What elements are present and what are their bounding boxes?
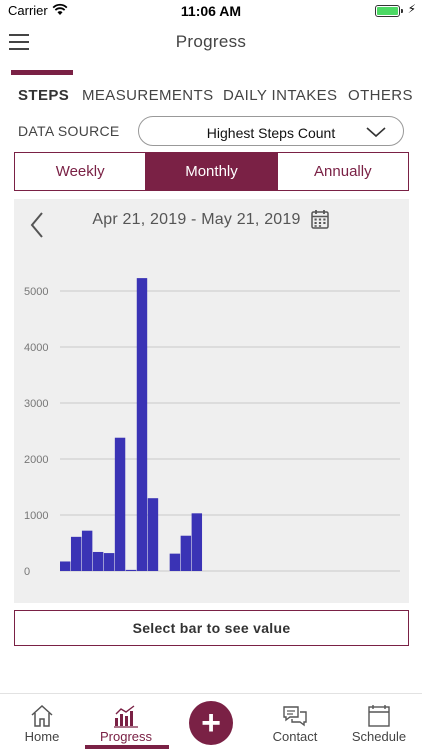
y-tick-label: 3000 xyxy=(24,398,48,410)
bar-chart-icon xyxy=(114,705,138,728)
segment-monthly[interactable]: Monthly xyxy=(146,153,278,190)
add-button[interactable]: + xyxy=(189,701,233,745)
chart-bar[interactable] xyxy=(81,530,93,571)
tab-measurements[interactable]: MEASUREMENTS xyxy=(82,87,214,104)
tabbar-contact[interactable]: Contact xyxy=(255,694,335,750)
tabbar-schedule-label: Schedule xyxy=(351,729,407,744)
data-source-dropdown[interactable]: Highest Steps Count xyxy=(138,116,404,146)
nav-bar: Progress xyxy=(0,22,422,66)
status-bar: Carrier 11:06 AM ⚡ xyxy=(0,0,422,22)
y-tick-label: 4000 xyxy=(24,342,48,354)
chart-bar[interactable] xyxy=(136,278,148,571)
steps-bar-chart: 0 1000 2000 3000 4000 5000 xyxy=(24,278,400,578)
active-tab-indicator xyxy=(11,70,73,75)
chart-bar[interactable] xyxy=(114,437,126,571)
y-tick-label: 1000 xyxy=(24,510,48,522)
y-tick-label: 5000 xyxy=(24,286,48,298)
tab-others[interactable]: OTHERS xyxy=(348,87,413,104)
y-tick-label: 0 xyxy=(24,566,30,578)
data-source-value: Highest Steps Count xyxy=(206,125,336,141)
tabbar-progress-label: Progress xyxy=(99,729,153,744)
plus-icon: + xyxy=(201,704,221,742)
tabbar-contact-label: Contact xyxy=(272,729,318,744)
period-segmented-control: Weekly Monthly Annually xyxy=(14,152,409,191)
schedule-icon xyxy=(368,705,390,727)
segment-annually[interactable]: Annually xyxy=(314,163,372,180)
battery-tip xyxy=(401,9,403,13)
selected-bar-value-box: Select bar to see value xyxy=(14,610,409,646)
tab-steps[interactable]: STEPS xyxy=(18,87,70,104)
charging-icon: ⚡ xyxy=(407,2,416,16)
menu-icon[interactable] xyxy=(9,34,29,50)
category-tabs: STEPS MEASUREMENTS DAILY INTAKES OTHERS xyxy=(0,70,422,114)
chart-panel: 0 1000 2000 3000 4000 5000 Apr 21, 2019 - May… xyxy=(14,199,409,603)
y-tick-label: 2000 xyxy=(24,454,48,466)
chat-bubbles-icon xyxy=(283,706,307,727)
tabbar-home-label: Home xyxy=(24,729,60,744)
wifi-icon xyxy=(52,3,68,15)
chevron-left-icon[interactable] xyxy=(24,205,48,245)
date-range-label: Apr 21, 2019 - May 21, 2019 xyxy=(92,211,301,228)
chart-bar[interactable] xyxy=(70,536,82,571)
carrier-label: Carrier xyxy=(8,3,48,18)
chart-bar[interactable] xyxy=(103,553,115,571)
tabbar-home[interactable]: Home xyxy=(2,694,82,750)
home-icon xyxy=(31,704,53,727)
chart-bar[interactable] xyxy=(180,535,192,571)
segment-weekly[interactable]: Weekly xyxy=(15,153,147,190)
calendar-icon[interactable] xyxy=(311,209,329,229)
tabbar-schedule[interactable]: Schedule xyxy=(339,694,419,750)
page-title: Progress xyxy=(175,32,247,51)
chart-bar[interactable] xyxy=(92,551,104,571)
chevron-down-icon xyxy=(366,127,386,138)
data-source-label: DATA SOURCE xyxy=(18,123,120,139)
battery-icon xyxy=(375,5,400,17)
tabbar-progress[interactable]: Progress xyxy=(86,694,166,750)
chart-bar[interactable] xyxy=(169,553,181,571)
chart-bar[interactable] xyxy=(191,513,203,571)
tabbar-active-indicator xyxy=(85,745,169,749)
tab-daily-intakes[interactable]: DAILY INTAKES xyxy=(223,87,338,104)
chart-bar[interactable] xyxy=(147,498,159,571)
status-time: 11:06 AM xyxy=(180,3,242,19)
chart-bar[interactable] xyxy=(125,569,137,571)
chart-bar[interactable] xyxy=(60,561,71,571)
